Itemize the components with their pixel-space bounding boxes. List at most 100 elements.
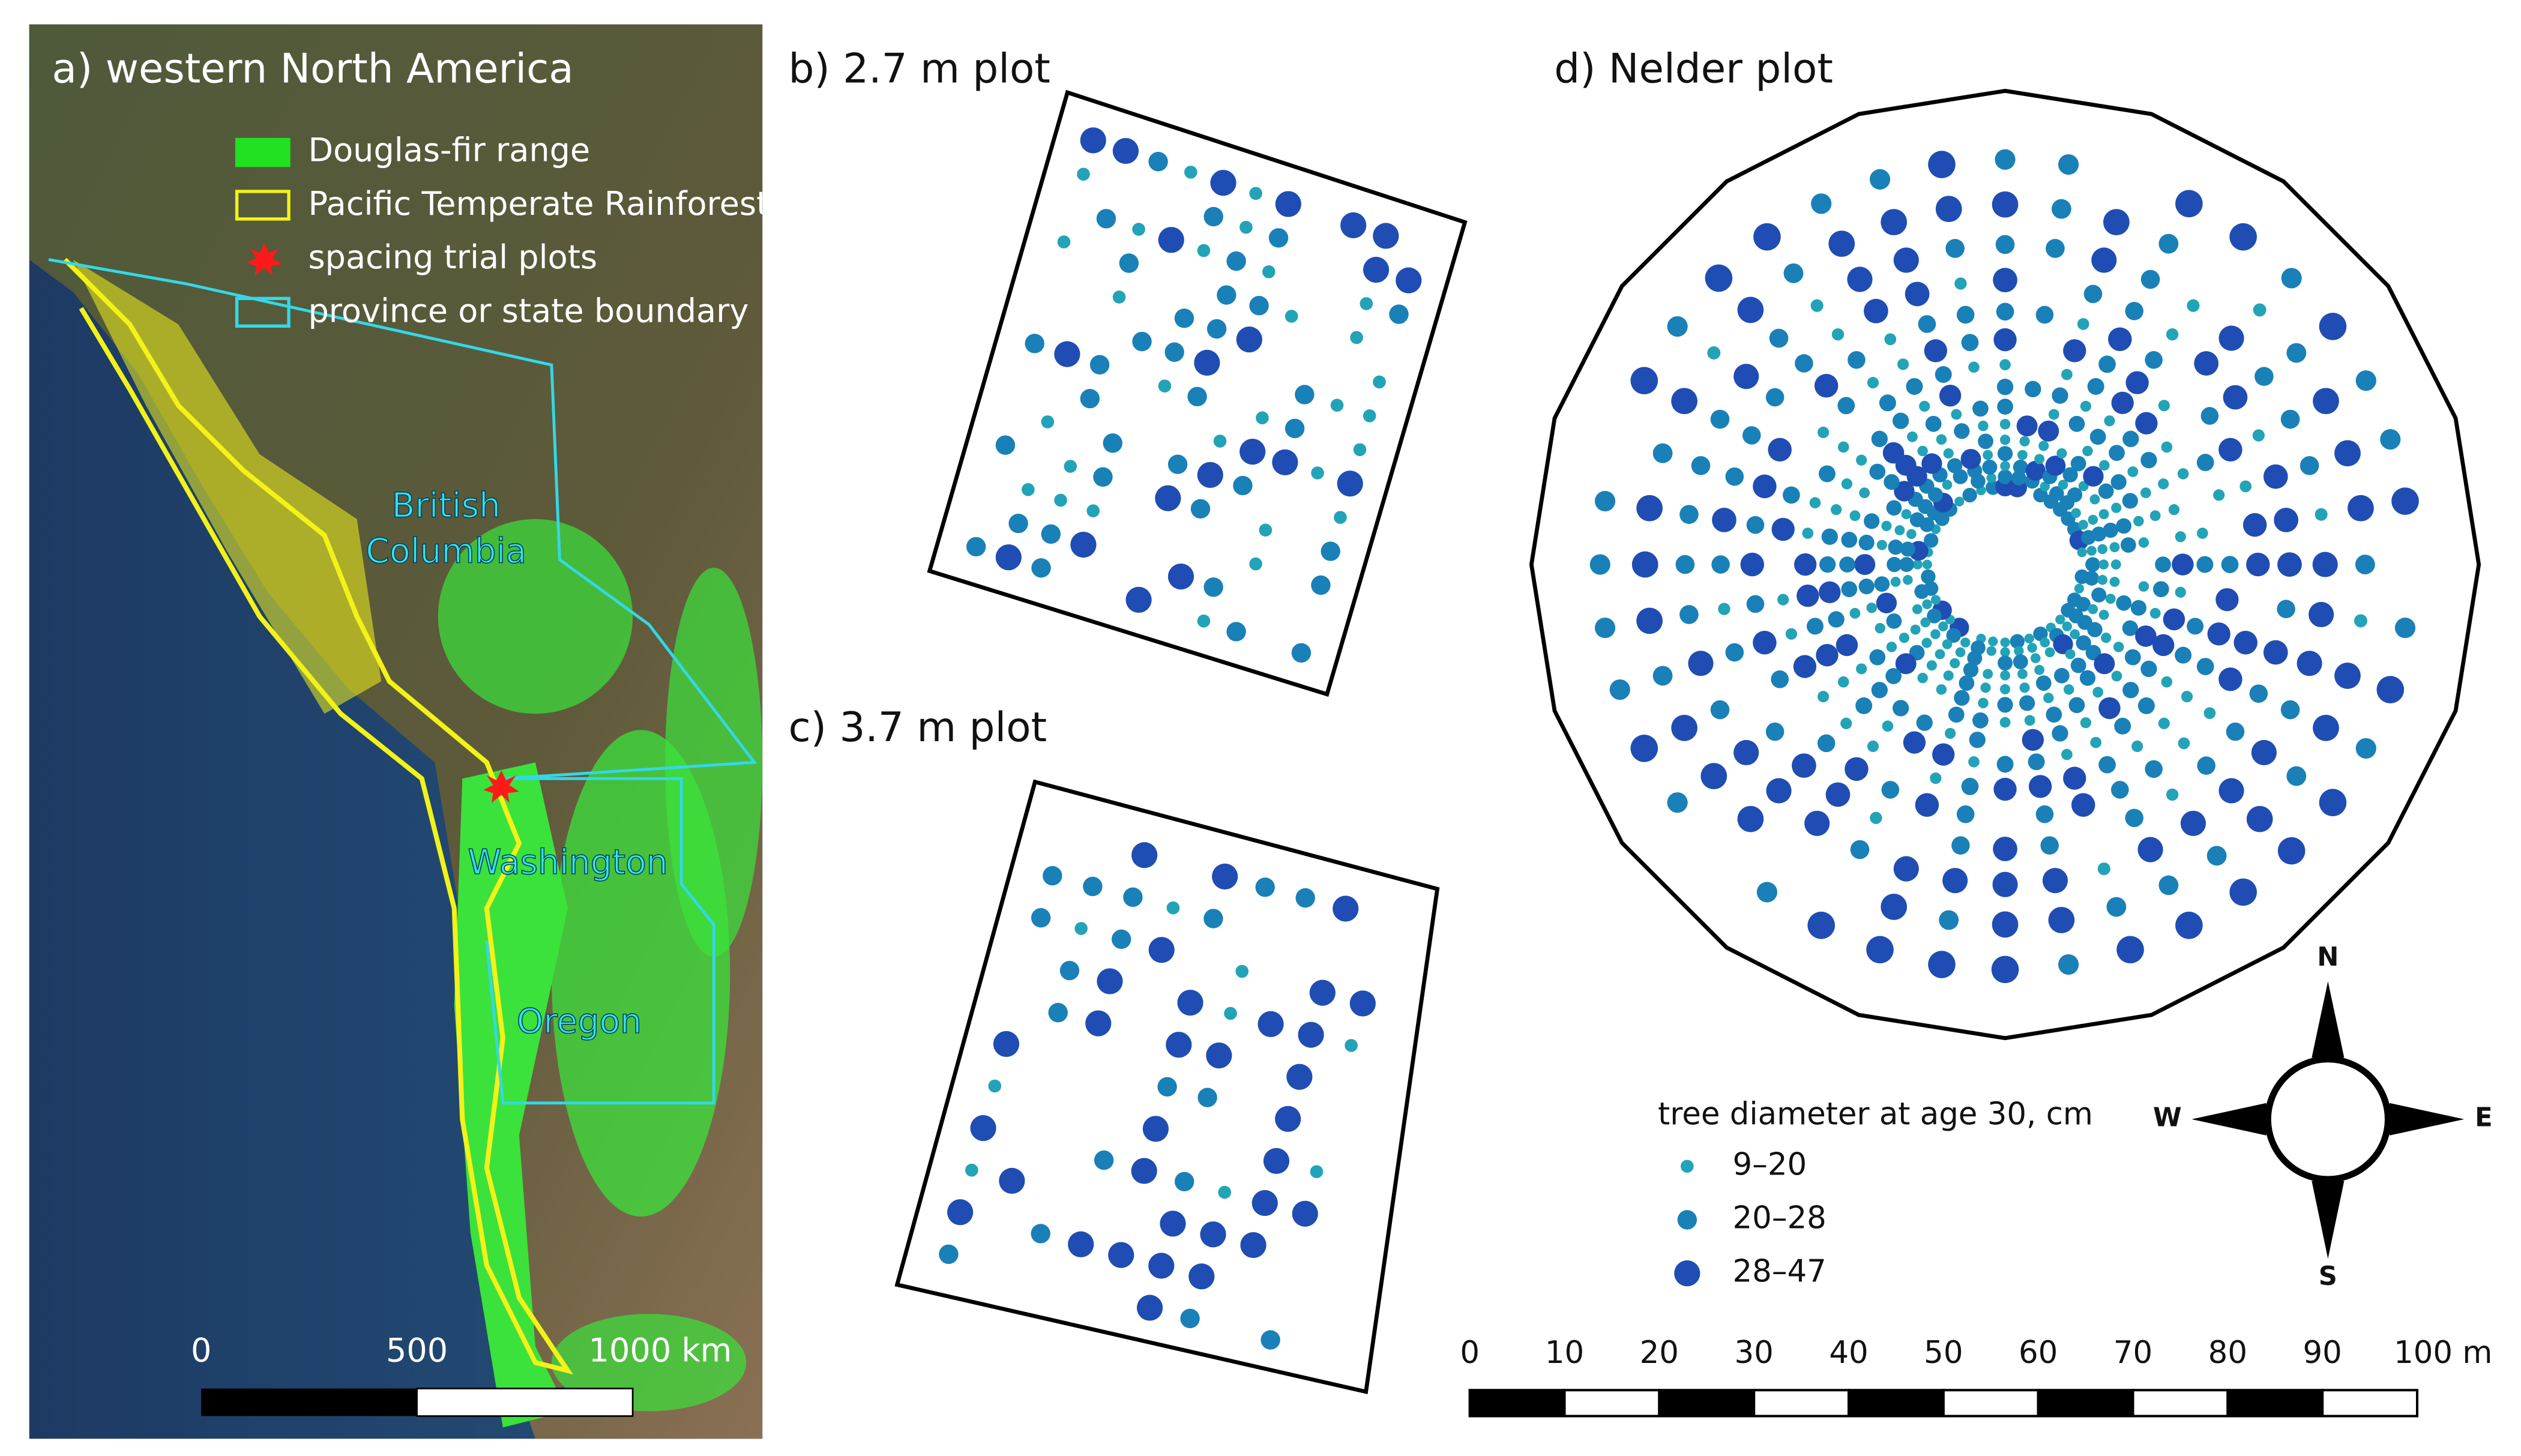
tree-dot [2140, 269, 2160, 289]
tree-dot [2089, 494, 2100, 505]
tree-dot [2098, 559, 2109, 570]
tree-dot [1340, 212, 1367, 238]
tree-dot [2113, 642, 2124, 652]
legend-swatch [235, 190, 291, 221]
tree-dot [1226, 622, 1246, 642]
tree-dot [1849, 510, 1861, 522]
tree-dot [1841, 532, 1858, 548]
tree-dot [1886, 642, 1897, 652]
tree-dot [1594, 490, 1616, 512]
tree-dot [1349, 990, 1376, 1017]
tree-dot [1992, 191, 2019, 218]
tree-dot [1884, 333, 1897, 346]
tree-dot [1132, 331, 1152, 352]
tree-dot [2380, 429, 2401, 450]
tree-dot [2034, 454, 2045, 465]
tree-dot [2025, 460, 2046, 481]
legend-dot [1681, 1160, 1694, 1173]
tree-dot [1997, 399, 2013, 415]
tree-dot [2348, 495, 2374, 522]
tree-dot [1203, 909, 1223, 928]
tree-dot [1119, 253, 1139, 273]
tree-dot [2277, 837, 2306, 865]
tree-dot [2088, 604, 2098, 615]
tree-dot [2145, 350, 2163, 369]
tree-dot [1793, 655, 1817, 678]
tree-dot [1938, 621, 1948, 631]
tree-dot [1954, 690, 1970, 706]
tree-dot [2019, 695, 2035, 711]
tree-dot [2111, 391, 2134, 414]
tree-dot [1945, 239, 1965, 258]
tree-dot [1286, 1063, 1313, 1090]
tree-dot [939, 1244, 959, 1265]
tree-dot [1206, 319, 1227, 339]
legend-swatch [235, 296, 291, 328]
tree-dot [2145, 760, 2163, 778]
tree-dot [2048, 409, 2059, 420]
tree-dot [1988, 636, 1998, 646]
tree-dot [2083, 466, 2104, 487]
tree-dot [1041, 524, 1061, 544]
tree-dot [2355, 555, 2375, 574]
tree-dot [1206, 1042, 1232, 1069]
tree-dot [1667, 792, 1688, 813]
legend-label: Pacific Temperate Rainforest [309, 185, 770, 223]
range-patch [438, 519, 633, 714]
tree-dot [1057, 235, 1071, 248]
tree-dot [1330, 399, 1344, 412]
tree-dot [1921, 637, 1932, 648]
tree-dot [995, 544, 1022, 571]
tree-dot [2122, 682, 2139, 699]
tree-dot [2035, 305, 2054, 324]
tree-dot [1630, 367, 1658, 395]
tree-dot [2158, 400, 2170, 412]
tree-dot [2163, 608, 2185, 631]
tree-dot [1992, 911, 2019, 938]
tree-dot [2239, 480, 2252, 493]
tree-dot [2087, 378, 2104, 395]
place-label: Columbia [366, 531, 526, 571]
tree-dot [1967, 651, 1983, 666]
tree-dot [1249, 557, 1262, 571]
tree-dot [2277, 600, 2295, 618]
tree-dot [1373, 375, 1386, 389]
tree-dot [2062, 621, 2072, 631]
tree-dot [1807, 912, 1835, 939]
tree-dot [2013, 459, 2028, 475]
tree-dot [2218, 778, 2244, 804]
place-label: Washington [468, 843, 668, 882]
tree-dot [1882, 442, 1905, 464]
tree-dot [1864, 513, 1880, 529]
tree-dot [1224, 1006, 1237, 1020]
tree-dot [2175, 646, 2192, 664]
tree-dot [2130, 600, 2146, 616]
tree-dot [1235, 964, 1249, 978]
tree-dot [1991, 955, 2019, 984]
tree-dot [1753, 223, 1781, 251]
tree-dot [1705, 264, 1733, 292]
tree-dot [2000, 670, 2010, 681]
tree-dot [2319, 313, 2347, 340]
tree-dot [1054, 341, 1080, 367]
tree-dot [2038, 441, 2049, 451]
tree-dot [2149, 607, 2161, 619]
tree-dot [1874, 576, 1890, 592]
tree-dot [1818, 465, 1836, 483]
tree-dot [1951, 409, 1962, 420]
tree-dot [2038, 420, 2059, 442]
legend-label: spacing trial plots [309, 238, 598, 276]
tree-dot [2046, 706, 2062, 723]
tree-dot [2140, 487, 2151, 499]
tree-dot [1589, 554, 1610, 575]
tree-dot [2313, 714, 2339, 741]
tree-dot [1942, 868, 1968, 894]
tree-dot [1806, 618, 1824, 635]
tree-dot [2058, 154, 2079, 175]
tree-dot [1742, 426, 1761, 445]
tree-dot [1631, 551, 1658, 578]
tree-dot [1935, 366, 1952, 384]
tree-dot [1995, 235, 2015, 254]
tree-dot [1935, 649, 1945, 660]
tree-dot [2028, 775, 2052, 798]
